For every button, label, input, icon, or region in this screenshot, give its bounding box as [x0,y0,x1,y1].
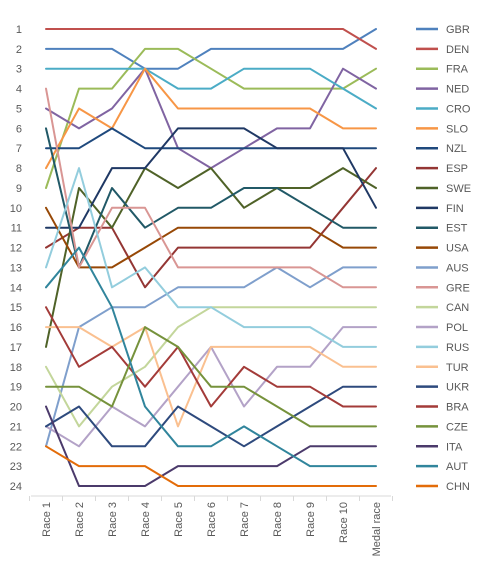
x-tick-label: Race 2 [74,502,86,537]
x-tick-label: Race 4 [140,502,152,537]
legend-label: FIN [446,203,464,215]
legend-label: CAN [446,302,469,314]
legend-label: UKR [446,382,469,394]
y-tick-label: 16 [10,322,22,334]
series-line-fra [45,47,377,189]
legend-label: RUS [446,342,469,354]
x-tick-label: Race 10 [338,502,350,543]
series-line-swe [45,167,377,348]
y-tick-label: 12 [10,243,22,255]
y-tick-label: 19 [10,382,22,394]
legend-label: FRA [446,64,469,76]
x-tick-label: Race 6 [206,502,218,537]
series-line-cro [45,67,377,110]
x-tick-label: Race 1 [41,502,53,537]
series-line-fin [45,127,377,229]
series-line-aus [45,266,377,448]
legend-label: CRO [446,103,471,115]
series-line-ita [45,405,377,487]
legend-label: CZE [446,421,468,433]
y-tick-label: 1 [16,24,22,36]
legend-label: SLO [446,123,468,135]
y-tick-label: 15 [10,302,22,314]
y-tick-label: 2 [16,44,22,56]
y-tick-label: 4 [16,84,22,96]
y-tick-label: 13 [10,262,22,274]
y-tick-label: 17 [10,342,22,354]
series-line-bra [45,306,377,408]
legend-label: EST [446,223,468,235]
legend: GBR DEN FRA NED CRO SLO NZL ESP SWE FIN EST USA AUS G… [416,24,471,493]
legend-label: DEN [446,44,469,56]
series-line-den [45,28,377,50]
series-lines [45,28,377,487]
legend-label: ESP [446,163,468,175]
series-line-tur [45,326,377,428]
x-tick-label: Medal race [371,502,383,556]
series-line-chn [45,445,377,487]
y-tick-label: 14 [10,282,22,294]
legend-label: AUS [446,262,469,274]
y-tick-label: 7 [16,143,22,155]
y-tick-label: 5 [16,103,22,115]
y-tick-label: 10 [10,203,22,215]
x-tick-label: Race 5 [173,502,185,537]
series-line-slo [45,67,377,170]
x-tick-label: Race 3 [107,502,119,537]
y-tick-label: 23 [10,461,22,473]
series-line-gre [45,87,377,289]
legend-label: GRE [446,282,470,294]
series-line-gbr [45,28,377,70]
legend-label: BRA [446,402,469,414]
y-tick-label: 6 [16,123,22,135]
x-tick-label: Race 9 [305,502,317,537]
y-tick-label: 18 [10,362,22,374]
y-tick-label: 21 [10,421,22,433]
y-tick-label: 11 [11,223,22,235]
series-line-rus [45,167,377,348]
series-line-aut [45,246,377,468]
legend-label: NED [446,84,469,96]
legend-label: SWE [446,183,471,195]
series-line-can [45,306,377,428]
x-tick-label: Race 7 [239,502,251,537]
legend-label: NZL [446,143,467,155]
y-tick-label: 3 [16,64,22,76]
y-tick-label: 9 [16,183,22,195]
legend-label: CHN [446,481,470,493]
series-line-usa [45,206,377,269]
x-axis: Race 1 Race 2 Race 3 Race 4 Race 5 Race 6 Race… [29,495,393,556]
series-line-ukr [45,385,377,448]
legend-label: USA [446,243,469,255]
y-tick-label: 8 [16,163,22,175]
series-line-est [45,127,377,269]
legend-label: ITA [446,441,463,453]
legend-label: TUR [446,362,469,374]
y-tick-label: 20 [10,402,22,414]
legend-label: AUT [446,461,468,473]
series-line-cze [45,326,377,428]
series-line-nzl [45,127,377,150]
legend-label: POL [446,322,468,334]
legend-label: GBR [446,24,470,36]
y-tick-label: 22 [10,441,22,453]
x-tick-label: Race 8 [272,502,284,537]
y-tick-label: 24 [10,481,22,493]
